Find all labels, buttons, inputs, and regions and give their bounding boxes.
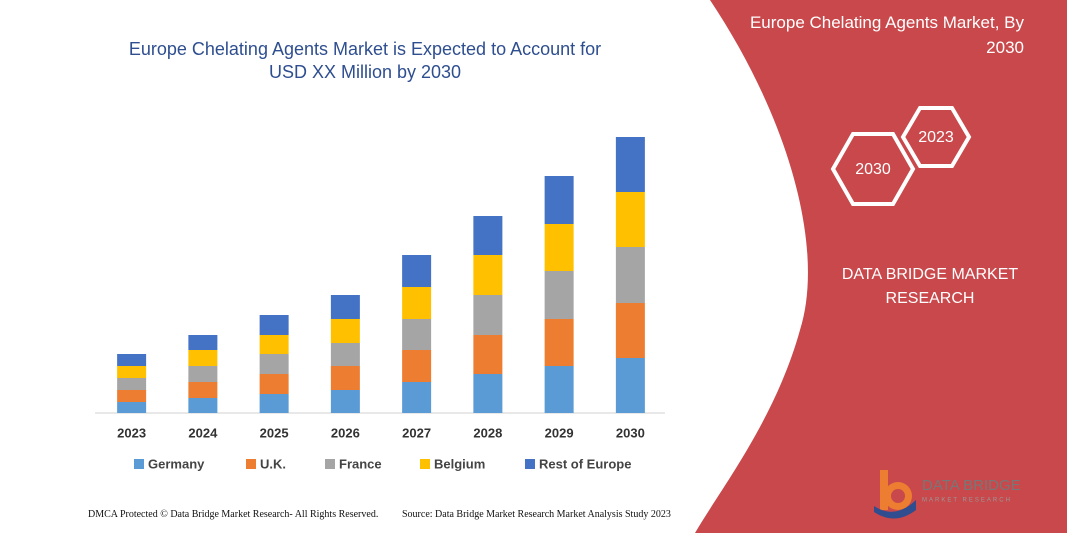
legend-label: France — [339, 456, 382, 471]
hexagon-label: 2030 — [855, 161, 891, 178]
x-tick-label: 2023 — [117, 425, 146, 440]
bar-segment — [117, 402, 147, 413]
bar-segment — [473, 335, 503, 374]
legend-swatch — [246, 459, 256, 469]
bar-segment — [330, 319, 360, 343]
hexagon — [900, 106, 972, 168]
x-tick-label: 2028 — [473, 425, 502, 440]
bar-segment — [117, 378, 147, 390]
bar-segment — [402, 255, 432, 287]
bar-segment — [615, 137, 645, 192]
bar-segment — [259, 354, 289, 374]
hexagon-label: 2023 — [918, 129, 954, 146]
x-tick-label: 2027 — [402, 425, 431, 440]
x-tick-label: 2025 — [260, 425, 289, 440]
bar-segment — [117, 366, 147, 378]
bar-segment — [473, 295, 503, 335]
bar-segment — [615, 358, 645, 413]
side-panel — [695, 0, 1067, 533]
bar-segment — [330, 295, 360, 319]
bar-segment — [544, 366, 574, 413]
x-tick-label: 2030 — [616, 425, 645, 440]
bar-segment — [615, 192, 645, 247]
panel-brand: DATA BRIDGE MARKET RESEARCH — [841, 266, 1019, 307]
bar-segment — [402, 319, 432, 350]
legend-swatch — [525, 459, 535, 469]
logo-icon — [874, 470, 916, 519]
bar-segment — [544, 224, 574, 271]
footer-left: DMCA Protected © Data Bridge Market Rese… — [88, 509, 379, 520]
bar-segment — [473, 374, 503, 413]
x-tick-label: 2029 — [545, 425, 574, 440]
bar-segment — [259, 394, 289, 413]
logo-tagline: MARKET RESEARCH — [922, 498, 1012, 504]
chart-title: Europe Chelating Agents Market is Expect… — [128, 39, 602, 82]
x-tick-label: 2026 — [331, 425, 360, 440]
panel-heading: Europe Chelating Agents Market, By 2030 — [749, 13, 1024, 57]
hexagon — [830, 132, 916, 206]
bar-segment — [259, 335, 289, 354]
bar-segment — [117, 354, 147, 366]
bar-segment — [117, 390, 147, 402]
x-tick-label: 2024 — [188, 425, 218, 440]
legend-label: U.K. — [260, 456, 286, 471]
bar-segment — [188, 366, 218, 382]
bar-segment — [188, 398, 218, 413]
legend-swatch — [134, 459, 144, 469]
bar-segment — [330, 343, 360, 366]
bar-segment — [188, 350, 218, 366]
bar-segment — [402, 287, 432, 319]
bar-segment — [544, 271, 574, 319]
legend-swatch — [325, 459, 335, 469]
footer-right: Source: Data Bridge Market Research Mark… — [402, 509, 671, 520]
bar-segment — [330, 366, 360, 390]
bar-segment — [615, 247, 645, 303]
legend-swatch — [420, 459, 430, 469]
bar-segment — [544, 176, 574, 224]
bar-segment — [402, 382, 432, 413]
legend-label: Germany — [148, 456, 205, 471]
logo-name: DATA BRIDGE — [922, 477, 1021, 494]
bar-segment — [330, 390, 360, 413]
bar-segment — [259, 315, 289, 335]
bar-segment — [473, 255, 503, 295]
bar-segment — [259, 374, 289, 394]
bar-segment — [188, 335, 218, 350]
legend-label: Rest of Europe — [539, 456, 631, 471]
bar-segment — [473, 216, 503, 255]
bar-segment — [615, 303, 645, 358]
bar-segment — [544, 319, 574, 366]
bar-segment — [188, 382, 218, 398]
bar-segment — [402, 350, 432, 382]
legend-label: Belgium — [434, 456, 485, 471]
